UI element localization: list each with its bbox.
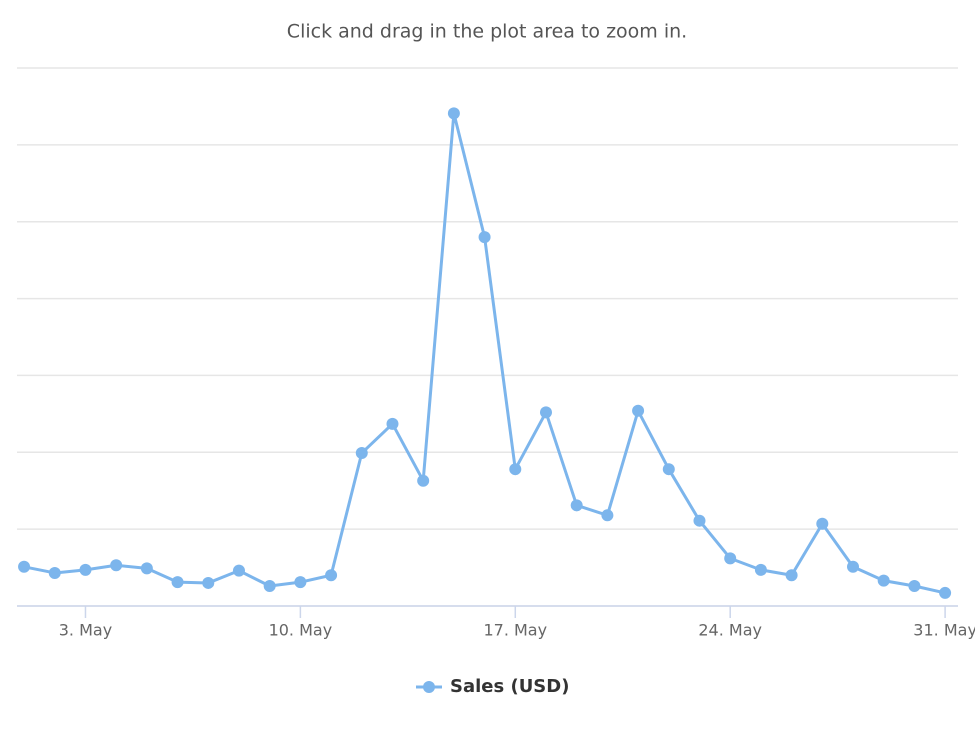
data-point [662, 463, 675, 476]
data-point [539, 406, 552, 419]
data-point [601, 509, 614, 522]
chart-title: Click and drag in the plot area to zoom … [287, 21, 687, 43]
data-point [847, 560, 860, 573]
data-point [939, 586, 952, 599]
data-point [48, 566, 61, 579]
data-point [386, 417, 399, 430]
x-tick-label: 24. May [698, 621, 762, 640]
data-point [79, 563, 92, 576]
data-point [693, 514, 706, 527]
data-point [110, 559, 123, 572]
data-point [632, 404, 645, 417]
data-point [908, 580, 921, 593]
data-point [140, 562, 153, 575]
data-point [325, 569, 338, 582]
data-point [570, 499, 583, 512]
data-point [18, 560, 31, 573]
x-tick-label: 10. May [269, 621, 333, 640]
x-tick-label: 3. May [59, 621, 112, 640]
data-point [232, 564, 245, 577]
data-point [478, 231, 491, 244]
series-line [23, 111, 946, 595]
data-point [447, 107, 460, 120]
x-tick-label: 31. May [913, 621, 975, 640]
data-point [785, 569, 798, 582]
legend-marker [423, 681, 435, 693]
data-point [202, 576, 215, 589]
data-point [417, 474, 430, 487]
legend-label[interactable]: Sales (USD) [450, 676, 569, 697]
data-point [816, 517, 829, 530]
data-point [509, 463, 522, 476]
data-point [724, 552, 737, 565]
data-point [263, 580, 276, 593]
data-point [171, 576, 184, 589]
data-point [294, 576, 307, 589]
x-tick-label: 17. May [483, 621, 547, 640]
data-point [754, 563, 767, 576]
data-point [877, 574, 890, 587]
data-point [355, 447, 368, 460]
